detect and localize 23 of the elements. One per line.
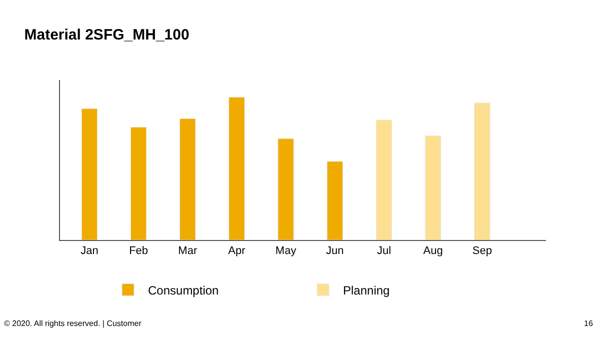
x-tick-label: Jun xyxy=(326,245,344,258)
bar xyxy=(228,96,245,240)
x-tick-label: Apr xyxy=(228,245,246,258)
bar xyxy=(81,108,98,240)
x-tick-label: Feb xyxy=(129,245,148,258)
bar xyxy=(376,120,392,240)
x-tick-label: Jan xyxy=(80,245,98,258)
x-tick-label: May xyxy=(275,245,297,258)
bar xyxy=(278,138,294,240)
bar xyxy=(424,135,442,240)
x-tick-label: Jul xyxy=(376,245,392,258)
bar xyxy=(130,126,147,240)
bar xyxy=(474,102,490,240)
x-tick-label: Mar xyxy=(178,245,198,258)
x-tick-label: Sep xyxy=(472,245,492,258)
chart-title: Material 2SFG_MH_100 xyxy=(24,26,190,44)
legend-label: Consumption xyxy=(148,283,219,298)
bar xyxy=(180,118,196,240)
x-tick-label: Aug xyxy=(423,245,443,258)
text: 16 xyxy=(584,319,594,328)
text: © 2020. All rights reserved. | Customer xyxy=(4,319,142,328)
legend-label: Planning xyxy=(343,283,390,298)
bar xyxy=(326,161,344,240)
